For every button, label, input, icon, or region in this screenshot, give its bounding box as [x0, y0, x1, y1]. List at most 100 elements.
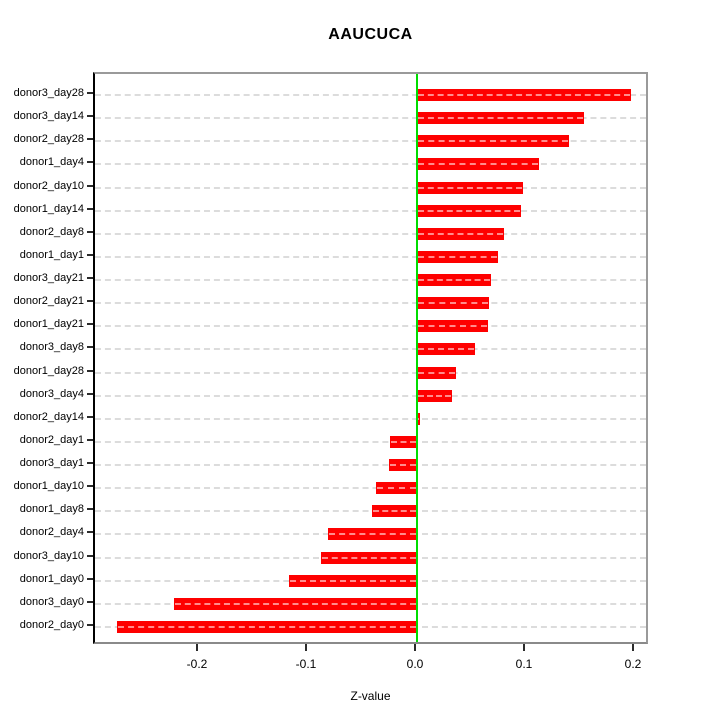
bar-donor2_day0 [117, 620, 417, 633]
x-axis-label: Z-value [350, 689, 391, 703]
y-label-donor1_day8: donor1_day8 [19, 503, 84, 516]
y-tick [87, 623, 93, 626]
y-tick [87, 415, 93, 418]
y-label-donor2_day8: donor2_day8 [19, 225, 84, 238]
bar-donor1_day4 [417, 158, 540, 171]
gridline [95, 302, 646, 305]
y-label-donor1_day28: donor1_day28 [13, 364, 84, 377]
x-tick-label: -0.2 [186, 657, 208, 671]
y-tick [87, 346, 93, 349]
bar-donor3_day10 [321, 551, 417, 564]
y-tick [87, 253, 93, 256]
y-tick [87, 138, 93, 141]
gridline [95, 371, 646, 374]
y-label-donor3_day28: donor3_day28 [13, 87, 84, 99]
y-label-donor2_day28: donor2_day28 [13, 133, 84, 146]
y-label-donor3_day1: donor3_day1 [19, 457, 84, 470]
y-tick [87, 508, 93, 511]
gridline [95, 348, 646, 351]
gridline [95, 209, 646, 212]
y-tick [87, 554, 93, 557]
x-tick [196, 644, 198, 651]
bar-donor2_day28 [417, 135, 569, 148]
y-label-donor3_day21: donor3_day21 [13, 272, 84, 285]
y-tick [87, 600, 93, 603]
y-label-donor1_day4: donor1_day4 [19, 156, 84, 169]
gridline [95, 186, 646, 189]
bar-donor1_day28 [417, 366, 457, 379]
gridline [95, 510, 646, 513]
x-tick [632, 644, 634, 651]
gridline [95, 325, 646, 328]
y-label-donor2_day4: donor2_day4 [19, 526, 84, 539]
bar-donor3_day21 [417, 274, 492, 287]
y-label-donor3_day10: donor3_day10 [13, 549, 84, 562]
plot-inner [95, 74, 646, 642]
bar-donor3_day28 [417, 89, 631, 101]
gridline [95, 440, 646, 443]
plot-frame [93, 72, 648, 644]
y-tick [87, 485, 93, 488]
y-label-donor3_day4: donor3_day4 [19, 387, 84, 400]
y-tick [87, 577, 93, 580]
y-tick [87, 92, 93, 94]
y-label-donor1_day1: donor1_day1 [19, 248, 84, 261]
y-tick [87, 277, 93, 280]
y-tick [87, 184, 93, 187]
x-tick-label: 0.0 [406, 657, 424, 671]
y-tick [87, 323, 93, 326]
bar-donor3_day14 [417, 112, 584, 125]
bar-donor1_day1 [417, 250, 498, 263]
y-tick [87, 462, 93, 465]
bar-donor1_day0 [289, 574, 417, 587]
chart-title: AAUCUCA [328, 26, 413, 43]
y-label-donor1_day21: donor1_day21 [13, 318, 84, 331]
y-tick [87, 161, 93, 164]
x-tick [523, 644, 525, 651]
x-tick-label: 0.2 [624, 657, 642, 671]
gridline [95, 163, 646, 166]
y-label-donor2_day21: donor2_day21 [13, 295, 84, 308]
y-label-donor1_day0: donor1_day0 [19, 572, 84, 585]
gridline [95, 117, 646, 120]
bar-donor2_day21 [417, 297, 489, 310]
gridline [95, 464, 646, 467]
y-tick [87, 531, 93, 534]
bar-donor1_day14 [417, 204, 521, 217]
y-tick [87, 438, 93, 441]
gridline [95, 140, 646, 143]
y-label-donor3_day14: donor3_day14 [13, 110, 84, 123]
bar-donor2_day8 [417, 227, 505, 240]
bar-donor2_day4 [327, 528, 417, 541]
bar-donor3_day0 [173, 597, 417, 610]
gridline [95, 232, 646, 235]
gridline [95, 417, 646, 420]
x-tick-label: -0.1 [295, 657, 317, 671]
x-tick [414, 644, 416, 651]
y-label-donor2_day10: donor2_day10 [13, 179, 84, 192]
gridline [95, 279, 646, 282]
x-tick [305, 644, 307, 651]
gridline [95, 94, 646, 96]
bar-donor3_day1 [388, 459, 417, 472]
bar-donor3_day4 [417, 389, 452, 402]
y-tick [87, 392, 93, 395]
x-tick-label: 0.1 [515, 657, 533, 671]
bar-donor2_day10 [417, 181, 523, 194]
y-label-donor1_day14: donor1_day14 [13, 202, 84, 215]
y-tick [87, 115, 93, 118]
zero-reference-line [416, 74, 418, 642]
bar-donor1_day10 [375, 482, 417, 495]
y-tick [87, 207, 93, 210]
y-label-donor3_day0: donor3_day0 [19, 595, 84, 608]
bar-donor1_day21 [417, 320, 488, 333]
y-tick [87, 230, 93, 233]
bar-donor2_day14 [417, 412, 421, 425]
gridline [95, 487, 646, 490]
gridline [95, 255, 646, 258]
bar-donor2_day1 [389, 435, 417, 448]
y-label-donor2_day14: donor2_day14 [13, 410, 84, 423]
y-label-donor3_day8: donor3_day8 [19, 341, 84, 354]
